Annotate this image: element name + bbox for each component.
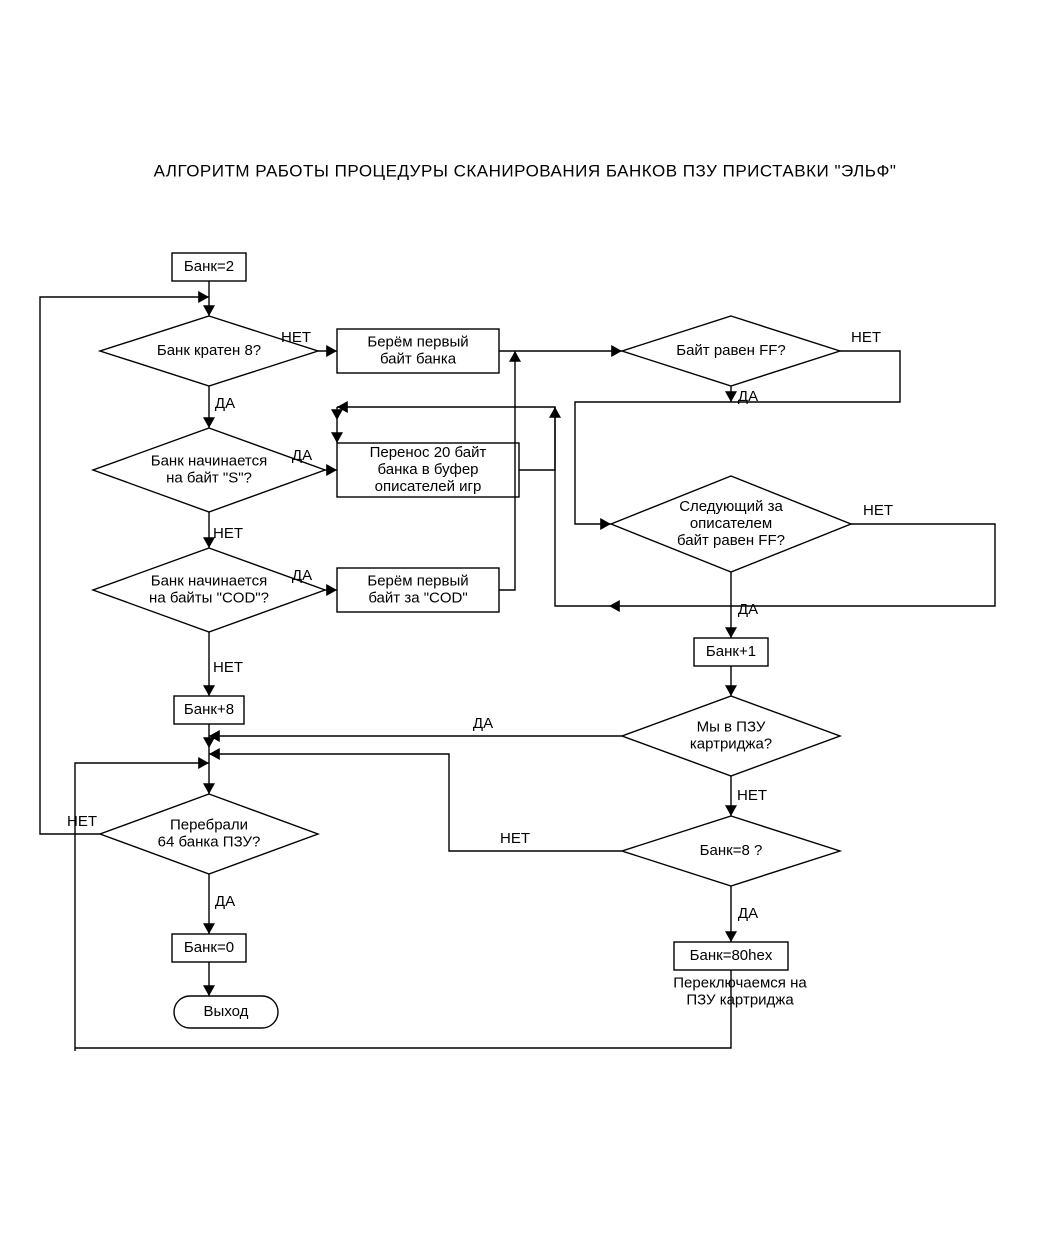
edge-label: НЕТ: [213, 525, 243, 542]
d_64-text: 64 банка ПЗУ?: [158, 833, 261, 850]
d_s-text: на байт "S"?: [166, 469, 252, 486]
d_mod8-text: Банк кратен 8?: [157, 342, 261, 359]
d_ff-text: Байт равен FF?: [676, 342, 786, 359]
r_bp1-text: Банк+1: [706, 643, 756, 660]
d_cart-text: картриджа?: [690, 735, 772, 752]
r_b0-text: Банк=0: [184, 939, 234, 956]
edge-label: ДА: [292, 567, 312, 584]
t_switch-text: ПЗУ картриджа: [686, 991, 794, 1008]
edge-label: ДА: [738, 905, 758, 922]
d_cod-text: на байты "COD"?: [149, 589, 269, 606]
edge-label: НЕТ: [851, 329, 881, 346]
r_20-text: банка в буфер: [377, 461, 478, 478]
d_s-text: Банк начинается: [151, 452, 267, 469]
edge-label: ДА: [473, 715, 493, 732]
page-title: АЛГОРИТМ РАБОТЫ ПРОЦЕДУРЫ СКАНИРОВАНИЯ Б…: [154, 161, 897, 180]
edge-label: НЕТ: [863, 502, 893, 519]
d_next-text: байт равен FF?: [677, 532, 785, 549]
r_bp8-text: Банк+8: [184, 701, 234, 718]
d_b8-text: Банк=8 ?: [700, 842, 763, 859]
d_cart-text: Мы в ПЗУ: [697, 718, 766, 735]
edge-label: НЕТ: [213, 659, 243, 676]
edge-label: ДА: [738, 388, 758, 405]
r_after-text: байт за "COD": [368, 589, 467, 606]
edge-label: НЕТ: [500, 830, 530, 847]
flowchart: АЛГОРИТМ РАБОТЫ ПРОЦЕДУРЫ СКАНИРОВАНИЯ Б…: [0, 0, 1050, 1250]
edge-label: ДА: [292, 447, 312, 464]
r_after-text: Берём первый: [367, 572, 468, 589]
edge-label: ДА: [215, 395, 235, 412]
t_exit-text: Выход: [204, 1003, 249, 1020]
r_80h-text: Банк=80hex: [690, 947, 773, 964]
t_switch-text: Переключаемся на: [673, 974, 807, 991]
d_64-text: Перебрали: [170, 816, 248, 833]
edge-label: НЕТ: [281, 329, 311, 346]
d_next-text: описателем: [690, 515, 772, 532]
r_first-text: Берём первый: [367, 333, 468, 350]
edge-label: НЕТ: [67, 813, 97, 830]
n_start-text: Банк=2: [184, 258, 234, 275]
r_first-text: байт банка: [380, 350, 457, 367]
edge-label: ДА: [738, 601, 758, 618]
edge-label: НЕТ: [737, 787, 767, 804]
r_20-text: описателей игр: [375, 478, 482, 495]
edge-label: ДА: [215, 893, 235, 910]
d_next-text: Следующий за: [679, 498, 783, 515]
r_20-text: Перенос 20 байт: [370, 444, 487, 461]
d_cod-text: Банк начинается: [151, 572, 267, 589]
